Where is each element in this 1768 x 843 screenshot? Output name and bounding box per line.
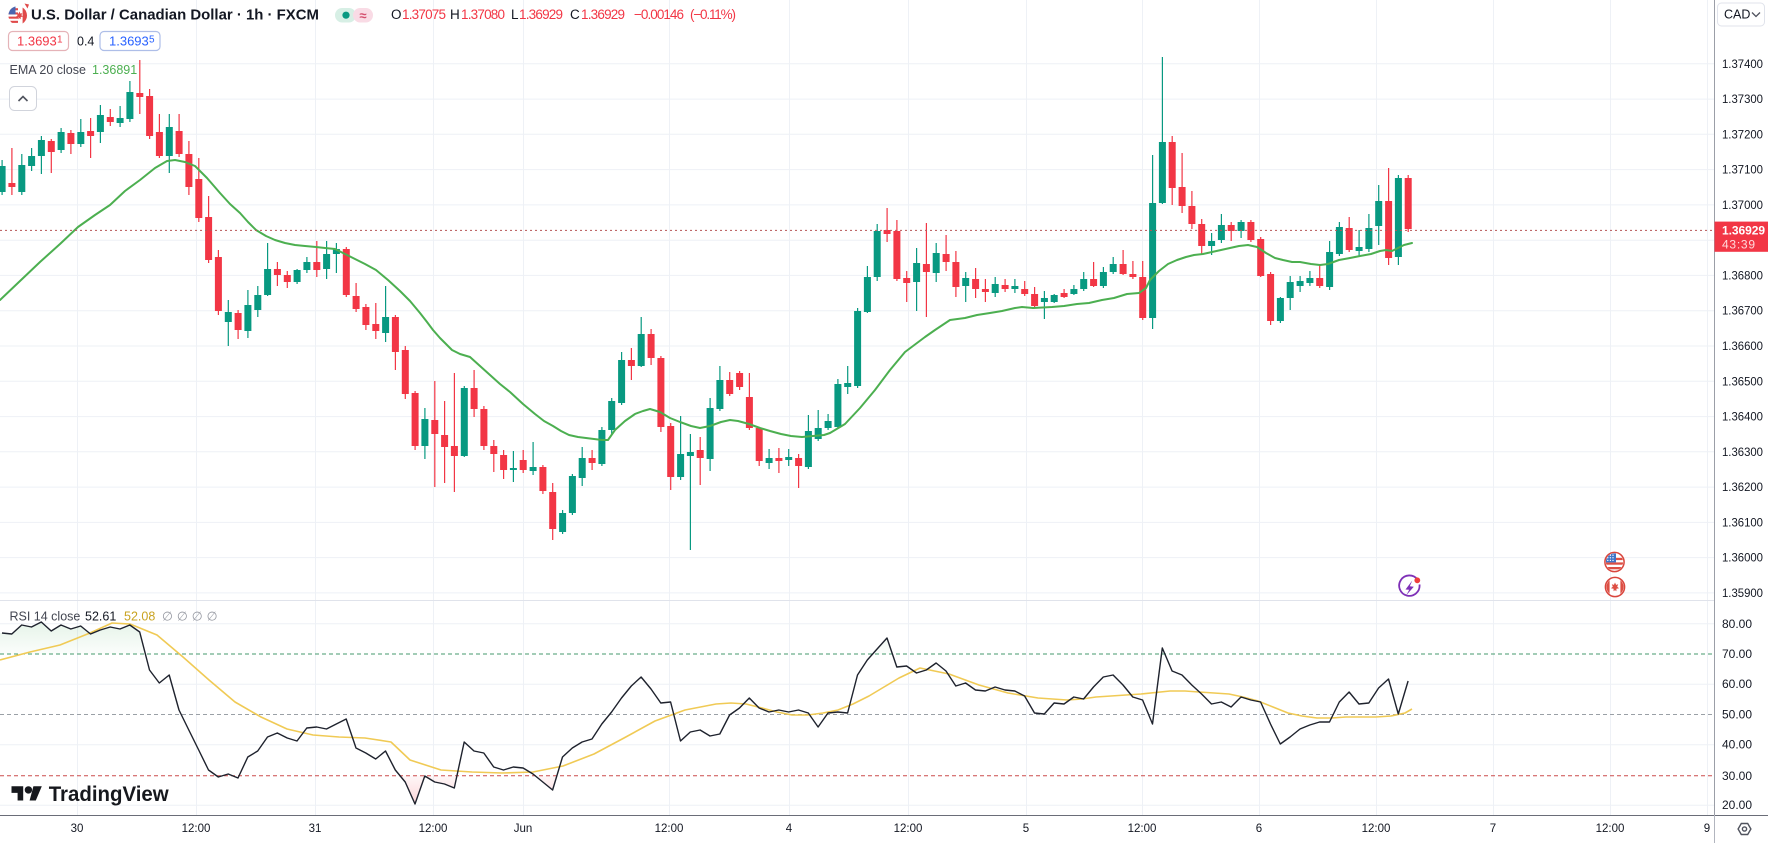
svg-text:1.3693: 1.3693 — [17, 34, 57, 49]
svg-text:4: 4 — [786, 823, 793, 835]
svg-text:52.61: 52.61 — [85, 610, 116, 624]
svg-text:12:00: 12:00 — [182, 823, 211, 835]
svg-text:1.36929: 1.36929 — [581, 7, 625, 22]
svg-text:12:00: 12:00 — [1596, 823, 1625, 835]
svg-text:31: 31 — [309, 823, 322, 835]
svg-text:20.00: 20.00 — [1722, 800, 1752, 812]
svg-text:80.00: 80.00 — [1722, 619, 1752, 631]
svg-text:30.00: 30.00 — [1722, 771, 1752, 783]
svg-text:0.4: 0.4 — [77, 35, 94, 49]
svg-text:1.35900: 1.35900 — [1722, 588, 1763, 600]
svg-text:1.3693: 1.3693 — [109, 34, 149, 49]
svg-text:1.36929: 1.36929 — [1722, 224, 1765, 238]
svg-text:H: H — [450, 7, 460, 22]
svg-text:9: 9 — [1704, 823, 1710, 835]
svg-text:CAD: CAD — [1724, 8, 1750, 22]
svg-text:30: 30 — [71, 823, 84, 835]
svg-text:≈: ≈ — [359, 8, 366, 23]
svg-text:1.36300: 1.36300 — [1722, 447, 1763, 459]
svg-text:12:00: 12:00 — [419, 823, 448, 835]
svg-text:50.00: 50.00 — [1722, 710, 1752, 722]
svg-text:(−0.11%): (−0.11%) — [690, 7, 736, 22]
svg-text:C: C — [570, 7, 580, 22]
svg-text:12:00: 12:00 — [1362, 823, 1391, 835]
svg-text:1.36100: 1.36100 — [1722, 517, 1763, 529]
svg-text:U.S. Dollar / Canadian Dollar: U.S. Dollar / Canadian Dollar · 1h · FXC… — [31, 7, 319, 24]
svg-text:43:39: 43:39 — [1722, 238, 1755, 252]
svg-text:12:00: 12:00 — [894, 823, 923, 835]
svg-text:6: 6 — [1256, 823, 1262, 835]
svg-text:1.36400: 1.36400 — [1722, 412, 1763, 424]
svg-text:70.00: 70.00 — [1722, 649, 1752, 661]
svg-text:1.36800: 1.36800 — [1722, 270, 1763, 282]
svg-text:5: 5 — [149, 35, 155, 46]
svg-text:∅∅∅∅: ∅∅∅∅ — [162, 610, 222, 624]
svg-text:7: 7 — [1490, 823, 1496, 835]
svg-text:1.36929: 1.36929 — [519, 7, 563, 22]
svg-text:1.36500: 1.36500 — [1722, 376, 1763, 388]
svg-text:L: L — [511, 7, 519, 22]
svg-text:5: 5 — [1023, 823, 1029, 835]
svg-text:1.37200: 1.37200 — [1722, 129, 1763, 141]
svg-text:1: 1 — [57, 35, 63, 46]
svg-text:1.37100: 1.37100 — [1722, 165, 1763, 177]
svg-text:Jun: Jun — [514, 823, 533, 835]
svg-text:EMA 20 close: EMA 20 close — [10, 63, 86, 77]
svg-text:1.37000: 1.37000 — [1722, 200, 1763, 212]
svg-text:40.00: 40.00 — [1722, 740, 1752, 752]
svg-text:1.36000: 1.36000 — [1722, 553, 1763, 565]
svg-text:TradingView: TradingView — [49, 783, 170, 806]
svg-text:−0.00146: −0.00146 — [634, 7, 684, 22]
svg-text:12:00: 12:00 — [655, 823, 684, 835]
svg-text:1.37400: 1.37400 — [1722, 59, 1763, 71]
svg-text:1.37080: 1.37080 — [461, 7, 505, 22]
svg-text:60.00: 60.00 — [1722, 679, 1752, 691]
svg-text:O: O — [391, 7, 402, 22]
svg-text:1.36600: 1.36600 — [1722, 341, 1763, 353]
svg-text:1.36200: 1.36200 — [1722, 482, 1763, 494]
svg-text:52.08: 52.08 — [124, 610, 155, 624]
svg-text:12:00: 12:00 — [1128, 823, 1157, 835]
svg-text:RSI 14 close: RSI 14 close — [10, 610, 81, 624]
svg-text:1.37300: 1.37300 — [1722, 94, 1763, 106]
svg-text:1.36891: 1.36891 — [92, 63, 137, 77]
svg-text:1.37075: 1.37075 — [402, 7, 446, 22]
svg-text:1.36700: 1.36700 — [1722, 306, 1763, 318]
